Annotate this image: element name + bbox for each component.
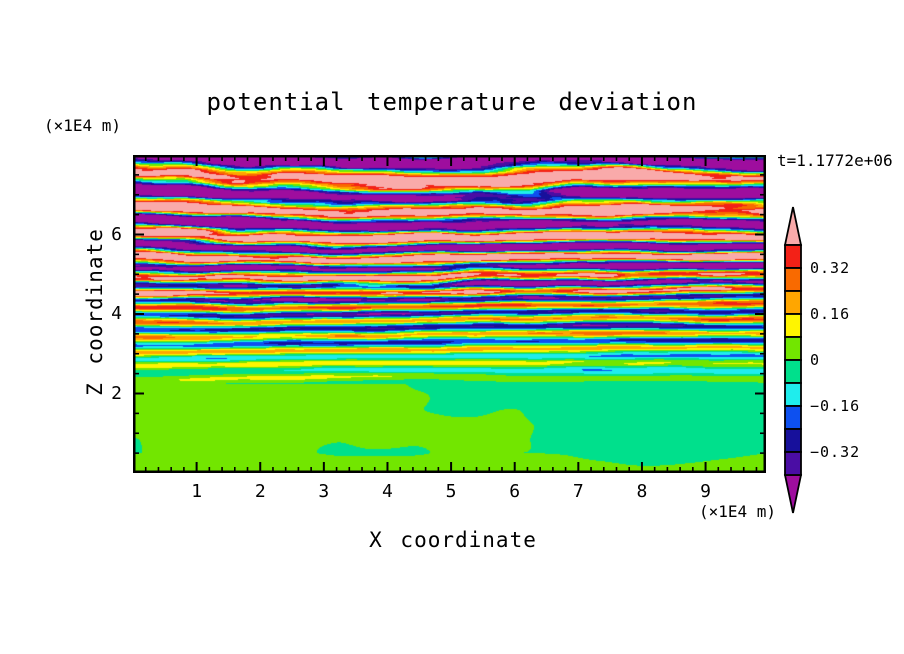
z-tick-label: 2	[111, 382, 122, 404]
colorbar-value-label: 0.32	[810, 259, 851, 277]
x-axis-title: X coordinate	[369, 528, 537, 552]
chart-title: potential temperature deviation	[206, 88, 698, 116]
x-tick-label: 3	[318, 481, 330, 502]
plot-frame-and-ticks	[133, 155, 766, 473]
colorbar-value-label: −0.32	[810, 443, 861, 461]
x-tick-label: 1	[191, 481, 203, 502]
z-tick-label: 6	[111, 223, 122, 245]
x-tick-label: 8	[636, 481, 648, 502]
colorbar-value-label: −0.16	[810, 397, 861, 415]
colorbar	[783, 206, 803, 514]
x-tick-label: 9	[700, 481, 711, 502]
heatmap-field-canvas	[133, 155, 766, 473]
x-tick-label: 2	[254, 481, 266, 502]
x-tick-label: 7	[572, 481, 584, 502]
x-axis-unit-label: (×1E4 m)	[698, 502, 776, 521]
z-tick-label: 4	[111, 303, 122, 324]
z-axis-unit-label: (×1E4 m)	[44, 116, 122, 135]
time-stamp-label: t=1.1772e+06	[777, 151, 893, 170]
x-tick-label: 6	[509, 481, 521, 502]
colorbar-value-label: 0.16	[810, 305, 851, 323]
x-tick-label: 4	[382, 481, 393, 502]
colorbar-value-label: 0	[810, 351, 821, 369]
x-tick-label: 5	[445, 481, 457, 502]
